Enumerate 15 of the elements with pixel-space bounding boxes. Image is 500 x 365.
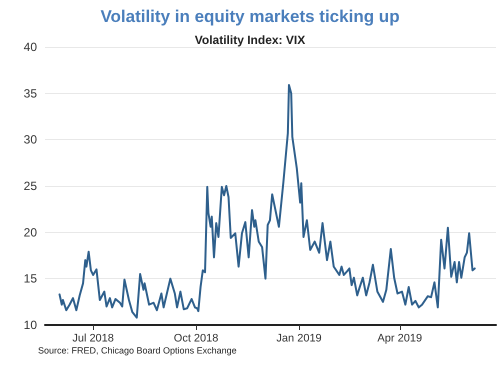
x-tick-label: Apr 2019 [377, 332, 422, 344]
x-tick-label: Jan 2019 [276, 332, 322, 344]
y-tick-label: 25 [24, 179, 38, 193]
chart-subtitle: Volatility Index: VIX [194, 33, 306, 47]
y-tick-label: 30 [24, 132, 38, 147]
line-series [58, 84, 476, 319]
x-tick-label: Jul 2018 [72, 332, 114, 344]
source-note: Source: FRED, Chicago Board Options Exchange [38, 346, 237, 356]
y-tick-label: 15 [24, 272, 38, 286]
y-tick-label: 10 [24, 318, 38, 332]
y-tick-label: 40 [24, 40, 38, 54]
x-tick-label: Oct 2018 [174, 332, 218, 344]
y-tick-label: 20 [24, 225, 38, 240]
chart-title: Volatility in equity markets ticking up [100, 7, 400, 26]
y-tick-label: 35 [24, 86, 38, 100]
